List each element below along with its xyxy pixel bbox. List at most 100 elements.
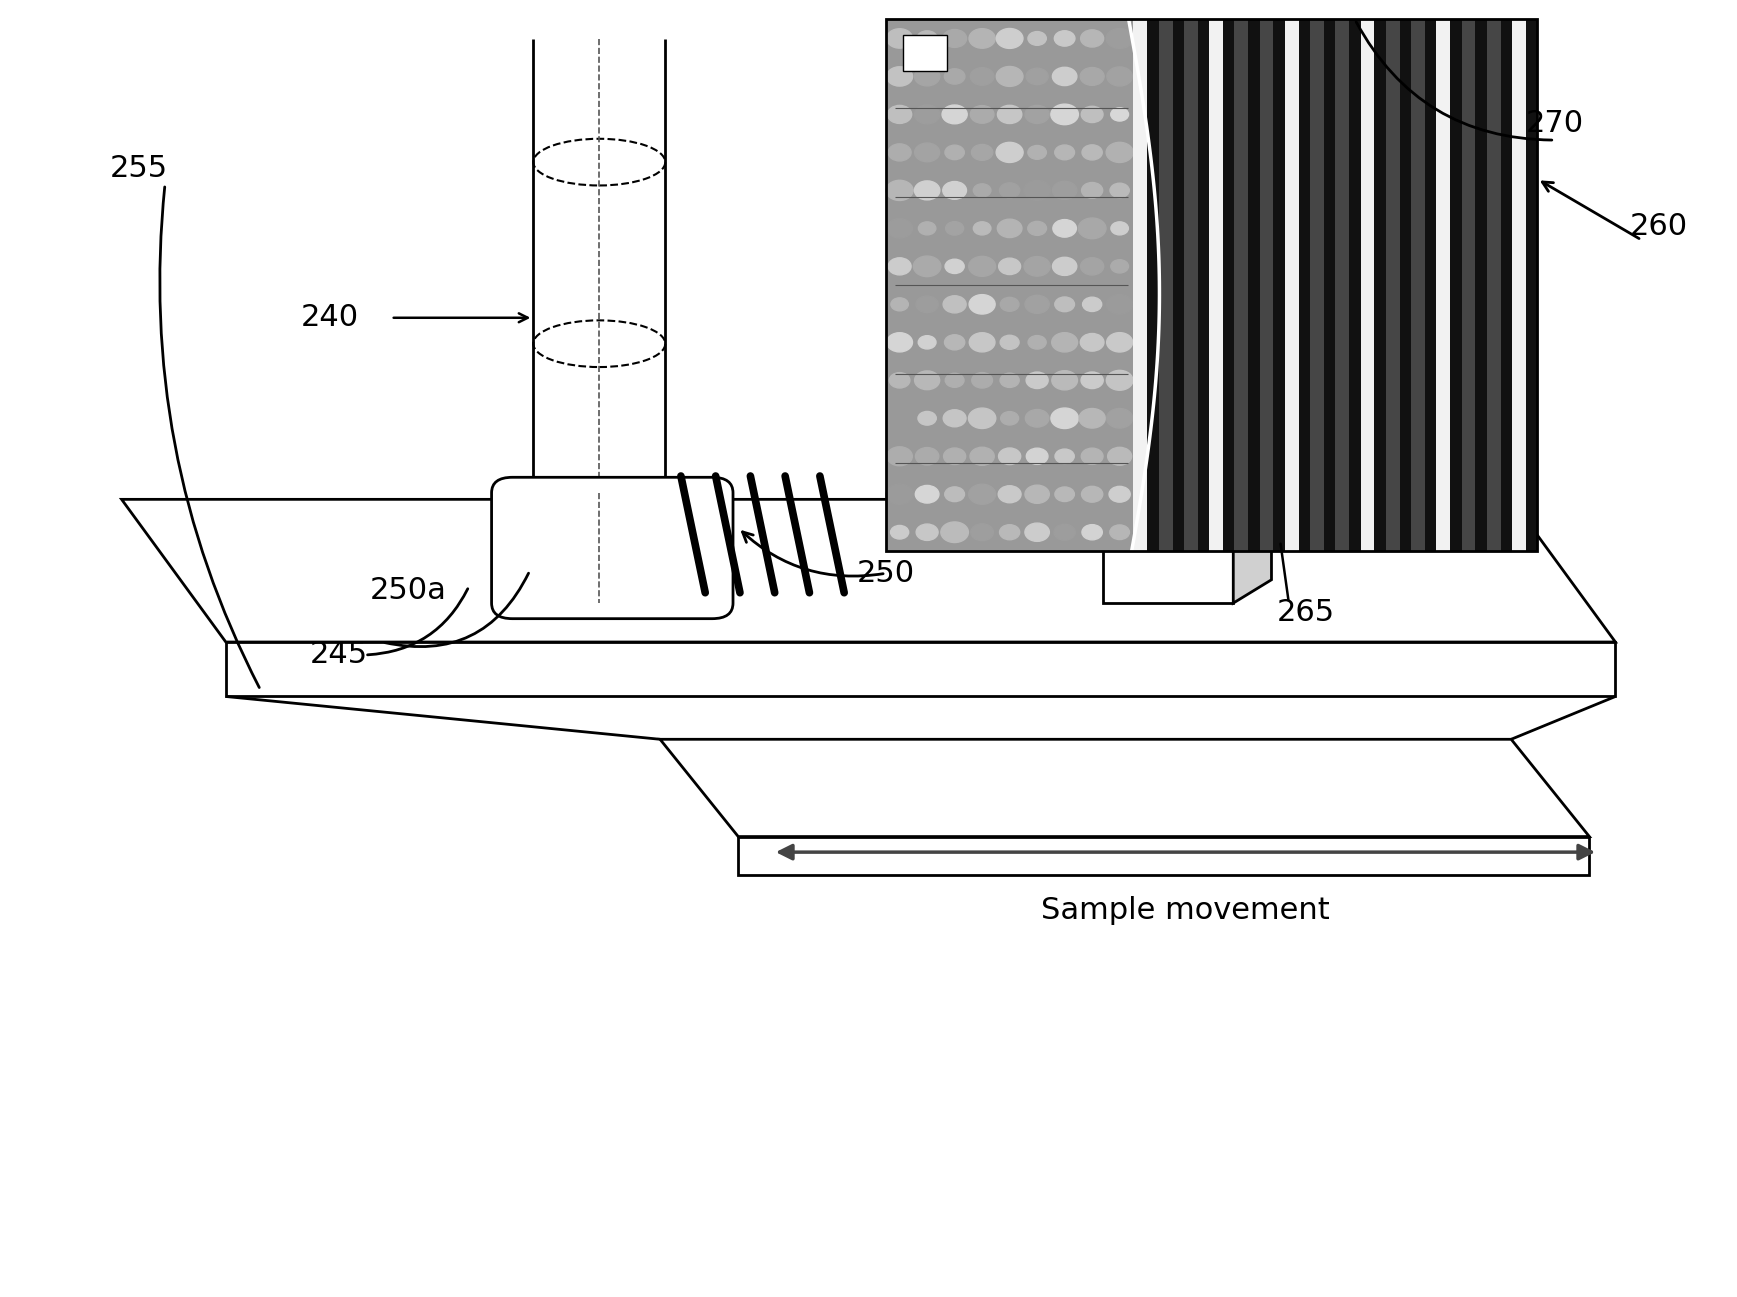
Polygon shape — [1233, 470, 1271, 603]
Circle shape — [943, 182, 966, 200]
Circle shape — [969, 484, 995, 505]
Text: 260: 260 — [1629, 213, 1688, 241]
Circle shape — [1080, 67, 1105, 86]
Polygon shape — [122, 499, 1615, 642]
Circle shape — [1080, 258, 1103, 275]
Circle shape — [1053, 219, 1077, 237]
Bar — [1209, 19, 1223, 551]
Circle shape — [969, 257, 995, 276]
Circle shape — [891, 525, 908, 540]
Circle shape — [1079, 409, 1105, 428]
Bar — [1134, 19, 1146, 551]
Circle shape — [914, 105, 940, 123]
Circle shape — [915, 524, 938, 541]
Circle shape — [969, 333, 995, 351]
Bar — [1285, 19, 1299, 551]
Circle shape — [1027, 372, 1047, 389]
Circle shape — [1025, 485, 1049, 503]
Bar — [1310, 19, 1324, 551]
Circle shape — [945, 486, 964, 502]
Circle shape — [997, 219, 1021, 237]
Circle shape — [1106, 332, 1133, 351]
Circle shape — [1106, 409, 1133, 428]
Circle shape — [914, 67, 940, 86]
Bar — [1235, 19, 1249, 551]
Circle shape — [888, 446, 912, 466]
Circle shape — [1027, 449, 1047, 464]
Circle shape — [943, 30, 966, 48]
Circle shape — [1082, 486, 1103, 502]
Circle shape — [1025, 410, 1049, 427]
Circle shape — [973, 222, 990, 235]
Circle shape — [1054, 524, 1075, 540]
Circle shape — [945, 69, 966, 84]
Circle shape — [1080, 333, 1105, 351]
Polygon shape — [738, 837, 1589, 875]
Circle shape — [1025, 523, 1049, 541]
Circle shape — [1108, 486, 1131, 502]
Bar — [886, 19, 1134, 551]
Text: 245: 245 — [309, 641, 368, 669]
Circle shape — [917, 31, 938, 47]
Circle shape — [915, 485, 940, 503]
Circle shape — [1106, 371, 1133, 390]
Circle shape — [999, 183, 1020, 198]
Circle shape — [886, 29, 912, 48]
Circle shape — [888, 144, 912, 161]
Circle shape — [1080, 372, 1103, 389]
Circle shape — [997, 66, 1023, 87]
Circle shape — [997, 105, 1021, 123]
Circle shape — [999, 258, 1021, 275]
Circle shape — [1079, 218, 1106, 239]
Circle shape — [943, 296, 966, 313]
Text: 240: 240 — [301, 303, 360, 332]
Bar — [1159, 19, 1172, 551]
Bar — [1511, 19, 1525, 551]
Circle shape — [1106, 143, 1133, 162]
Circle shape — [1025, 105, 1049, 123]
Circle shape — [971, 144, 994, 161]
Circle shape — [1082, 524, 1103, 540]
Bar — [1487, 19, 1501, 551]
Polygon shape — [1103, 493, 1233, 603]
Circle shape — [1108, 447, 1131, 466]
Circle shape — [888, 333, 912, 351]
Circle shape — [1028, 145, 1046, 160]
Circle shape — [1001, 335, 1020, 349]
Text: 250: 250 — [856, 559, 915, 588]
Circle shape — [1054, 297, 1075, 311]
Circle shape — [971, 524, 994, 541]
Bar — [886, 19, 1537, 551]
Bar — [1436, 19, 1450, 551]
Circle shape — [943, 447, 966, 464]
Circle shape — [1082, 297, 1101, 311]
Circle shape — [888, 258, 912, 275]
Bar — [1461, 19, 1475, 551]
Circle shape — [1051, 104, 1079, 125]
Circle shape — [919, 222, 936, 235]
Circle shape — [1080, 30, 1103, 47]
Circle shape — [1106, 67, 1133, 86]
Circle shape — [1106, 294, 1133, 314]
Circle shape — [941, 521, 969, 542]
Circle shape — [1110, 525, 1129, 540]
Circle shape — [1106, 29, 1133, 48]
Text: Sample movement: Sample movement — [1040, 896, 1331, 925]
Circle shape — [1001, 411, 1018, 425]
Bar — [1336, 19, 1350, 551]
Circle shape — [971, 67, 994, 86]
Circle shape — [886, 180, 914, 201]
Circle shape — [971, 105, 994, 123]
Circle shape — [886, 66, 912, 86]
Circle shape — [886, 219, 912, 237]
Circle shape — [1051, 332, 1077, 351]
Circle shape — [1053, 182, 1077, 200]
Circle shape — [943, 410, 966, 427]
Circle shape — [1053, 371, 1077, 390]
Circle shape — [999, 486, 1021, 503]
Circle shape — [945, 374, 964, 388]
Circle shape — [1082, 145, 1103, 160]
Circle shape — [1110, 108, 1129, 121]
Circle shape — [1023, 180, 1051, 201]
Circle shape — [915, 447, 938, 466]
